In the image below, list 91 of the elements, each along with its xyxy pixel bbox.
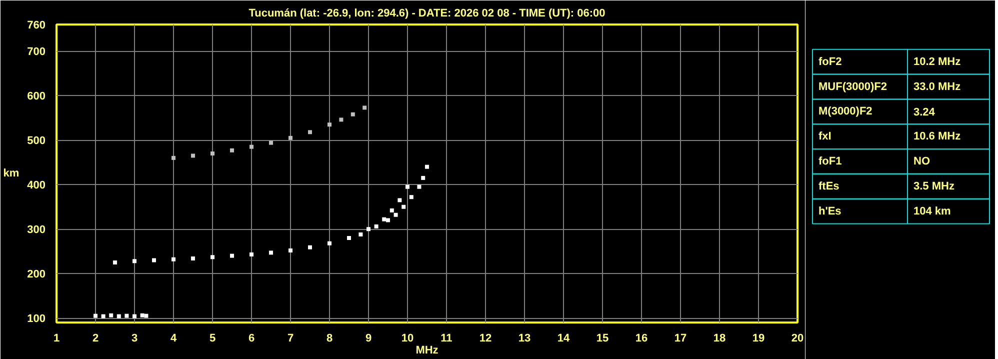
x-tick-label: 2 [92,332,99,344]
x-tick-label: 15 [596,332,609,344]
point [250,144,254,149]
point [386,218,390,222]
text: 10.2 MHz [914,56,962,68]
point [152,258,156,262]
point [124,314,129,318]
point [144,314,148,318]
point [362,106,367,110]
x-tick-label: 3 [131,332,138,344]
point [132,259,136,264]
text: MUF(3000)F2 [818,80,887,93]
text: foF2 [818,56,842,68]
point [308,130,312,134]
y-tick-label: 200 [27,268,46,281]
x-tick-label: 5 [209,332,216,344]
point [269,250,273,255]
x-tick-label: 20 [791,332,804,344]
x-axis-title: MHz [416,344,439,356]
point [172,257,176,262]
point [425,164,429,169]
text: ftEs [818,180,840,192]
x-tick-label: 11 [440,332,452,344]
point [382,217,386,222]
point [328,122,332,127]
point [374,224,378,228]
x-tick-label: 17 [674,332,687,344]
point [366,227,370,232]
point [347,236,351,240]
point [230,148,234,152]
y-tick-label: 400 [27,180,46,192]
x-tick-label: 10 [401,332,414,344]
point [230,254,234,258]
point [250,252,254,256]
point [172,156,176,160]
y-tick-label: 600 [27,90,46,103]
point [210,255,214,260]
point [339,118,344,122]
point [390,208,394,212]
point [191,256,195,260]
x-tick-label: 9 [365,332,372,344]
text: 3.5 MHz [914,180,955,192]
point [288,248,292,252]
chart-title: Tucumán (lat: -26.9, lon: 294.6) - DATE: 2026 02 08 - TIME (UT): 06:00 [248,8,606,20]
point [94,314,98,318]
y-tick-label: 760 [27,20,46,32]
y-tick-label: 100 [27,313,46,326]
y-tick-label: 500 [27,135,46,148]
x-tick-label: 13 [518,332,531,344]
x-tick-label: 4 [170,332,178,344]
x-tick-label: 19 [752,332,765,344]
x-tick-label: 1 [53,332,60,344]
point [358,232,363,236]
point [210,151,214,156]
point [328,241,332,246]
point [269,140,273,145]
point [417,184,422,189]
point [116,314,121,318]
point [101,314,106,318]
text: 10.6 MHz [914,130,962,143]
point [398,198,402,202]
x-tick-label: 8 [326,332,333,344]
x-tick-label: 6 [248,332,255,344]
point [402,204,406,209]
text: foF1 [818,155,842,168]
point [191,154,195,158]
point [421,176,426,180]
point [288,136,292,140]
text: 33.0 MHz [914,80,962,93]
text: 3.24 [914,106,936,119]
point [308,245,312,250]
point [394,212,398,217]
point [409,195,414,200]
point [406,184,410,189]
point [113,260,117,264]
text: 104 km [914,205,952,218]
text: M(3000)F2 [818,106,872,118]
x-tick-label: 12 [479,332,492,344]
y-tick-label: 300 [27,224,46,236]
x-tick-label: 7 [287,332,294,344]
point [350,112,355,116]
x-tick-label: 18 [713,332,726,344]
y-tick-label: 700 [27,46,46,58]
y-axis-title: km [3,168,20,180]
point [132,314,136,318]
text: NO [914,155,930,168]
point [109,313,114,318]
text: fxI [818,130,832,143]
text: h'Es [818,205,842,218]
x-tick-label: 14 [557,332,570,344]
x-tick-label: 16 [635,332,648,344]
